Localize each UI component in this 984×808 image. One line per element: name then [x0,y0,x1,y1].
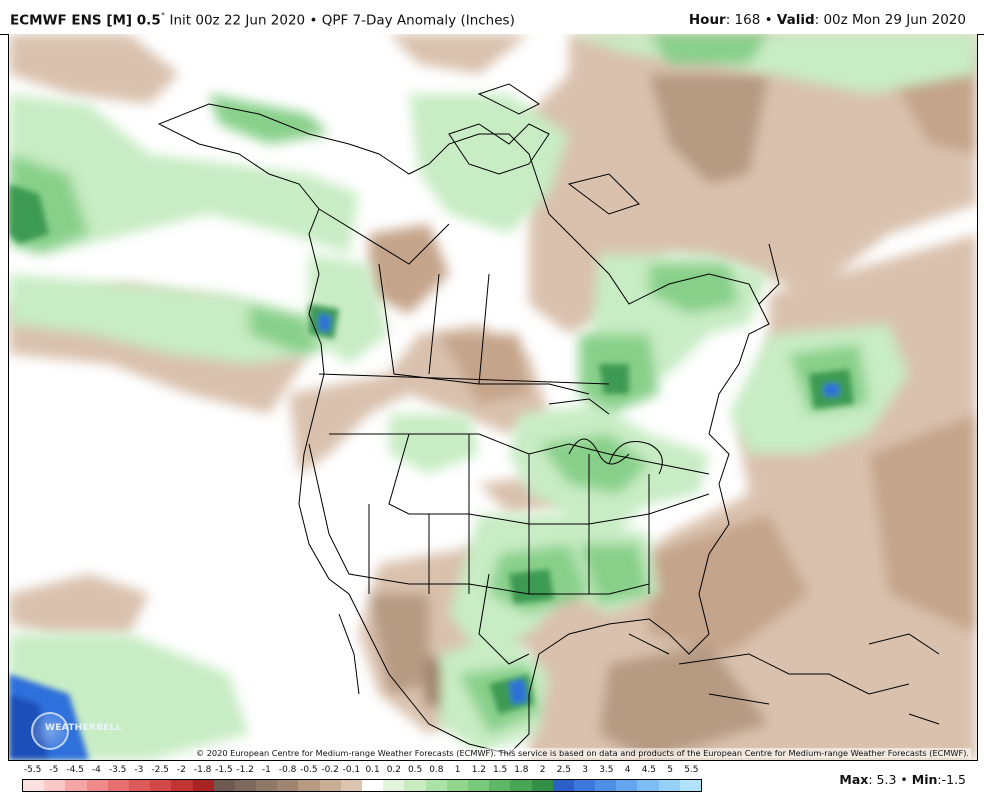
copyright-credit: © 2020 European Centre for Medium-range … [193,748,971,758]
legend-label: -0.8 [278,765,297,775]
legend-label: 2 [539,765,546,775]
legend-label: -2.5 [151,765,169,775]
legend-label: -2 [176,765,186,775]
map-title: ECMWF ENS [M] 0.5° Init 00z 22 Jun 2020 … [10,12,515,29]
min-value: :-1.5 [937,772,966,787]
degree-symbol: ° [160,12,166,22]
legend-label: -5 [49,765,59,775]
legend-swatch [213,780,235,791]
legend-swatch [467,780,490,791]
stats-separator: • [896,772,912,787]
init-time: Init 00z 22 Jun 2020 [165,12,306,29]
valid-label: Valid [776,12,815,28]
legend-swatch [340,780,362,791]
legend-swatch [23,780,45,791]
legend-label: 3 [582,765,588,775]
legend-labels: -5.5 -5 -4.5 -4 -3.5 -3 -2.5 -2 -1.8 -1.5 -1.2 -1 -0… [22,765,702,779]
legend-swatches [22,779,702,792]
legend-label: -4 [91,765,101,775]
hour-value: : 168 [725,12,761,28]
legend-label: -0.5 [300,765,318,775]
valid-separator: • [760,12,777,28]
color-legend: -5.5 -5 -4.5 -4 -3.5 -3 -2.5 -2 -1.8 -1.5 -1.2 -1 -0… [22,765,702,801]
legend-label: -1.5 [215,765,233,775]
max-label: Max [839,772,869,787]
max-min-stats: Max: 5.3 • Min:-1.5 [839,772,966,787]
legend-swatch [616,780,638,791]
legend-label: 0.8 [429,765,444,775]
legend-swatch [128,780,151,791]
legend-swatch [171,780,193,791]
legend-swatch [658,780,680,791]
legend-label: -1.2 [236,765,254,775]
weatherbell-logo: WEATHERBELL [31,712,122,752]
product-name: QPF 7-Day Anomaly (Inches) [321,12,515,29]
legend-swatch [150,780,172,791]
legend-swatch [44,780,66,791]
legend-label: -3.5 [108,765,127,775]
legend-label: 2.5 [556,765,572,775]
legend-swatch [425,780,447,791]
legend-swatch [404,780,426,791]
title-separator: • [305,12,322,29]
legend-swatch [319,780,341,791]
legend-swatch [446,780,468,791]
legend-label: 5.5 [684,765,699,775]
political-boundaries [157,83,940,755]
legend-swatch [362,780,384,791]
header-bar: ECMWF ENS [M] 0.5° Init 00z 22 Jun 2020 … [0,0,984,35]
legend-label: 1 [454,765,461,775]
legend-label: 0.1 [365,765,380,775]
legend-label: 4.5 [641,765,657,775]
hour-label: Hour [688,12,726,28]
legend-swatch [256,780,278,791]
heavy-wet-cores [9,184,854,760]
legend-swatch [234,780,257,791]
legend-label: -1.8 [193,765,212,775]
legend-label: -4.5 [66,765,84,775]
legend-swatch [531,780,553,791]
legend-swatch [637,780,659,791]
valid-value: : 00z Mon 29 Jun 2020 [814,12,966,28]
legend-label: 1.5 [492,765,508,775]
valid-info: Hour: 168 • Valid: 00z Mon 29 Jun 2020 [689,12,966,28]
legend-label: -5.5 [23,765,42,775]
legend-label: 1.2 [471,765,487,775]
legend-label: 4 [624,765,631,775]
legend-label: -0.1 [342,765,361,775]
model-name: ECMWF ENS [M] 0.5 [10,12,161,29]
legend-swatch [573,780,596,791]
legend-label: -3 [134,765,144,775]
legend-swatch [552,780,574,791]
max-value: : 5.3 [868,772,897,787]
legend-swatch [679,780,701,791]
legend-label: 3.5 [599,765,614,775]
legend-label: 1.8 [514,765,529,775]
logo-text: WEATHERBELL [45,723,122,733]
legend-swatch [192,780,214,791]
legend-swatch [510,780,532,791]
legend-swatch [107,780,129,791]
legend-swatch [86,780,108,791]
legend-swatch [595,780,617,791]
legend-label: 0.5 [407,765,423,775]
forecast-map: WEATHERBELL © 2020 European Centre for M… [8,34,978,761]
legend-label: 5 [667,765,673,775]
legend-swatch [277,780,299,791]
legend-label: -1 [261,765,271,775]
anomaly-field [9,34,977,760]
legend-swatch [298,780,320,791]
legend-swatch [383,780,405,791]
min-label: Min [911,772,938,787]
legend-label: -0.2 [321,765,339,775]
legend-swatch [65,780,87,791]
legend-swatch [489,780,511,791]
legend-label: 0.2 [386,765,402,775]
